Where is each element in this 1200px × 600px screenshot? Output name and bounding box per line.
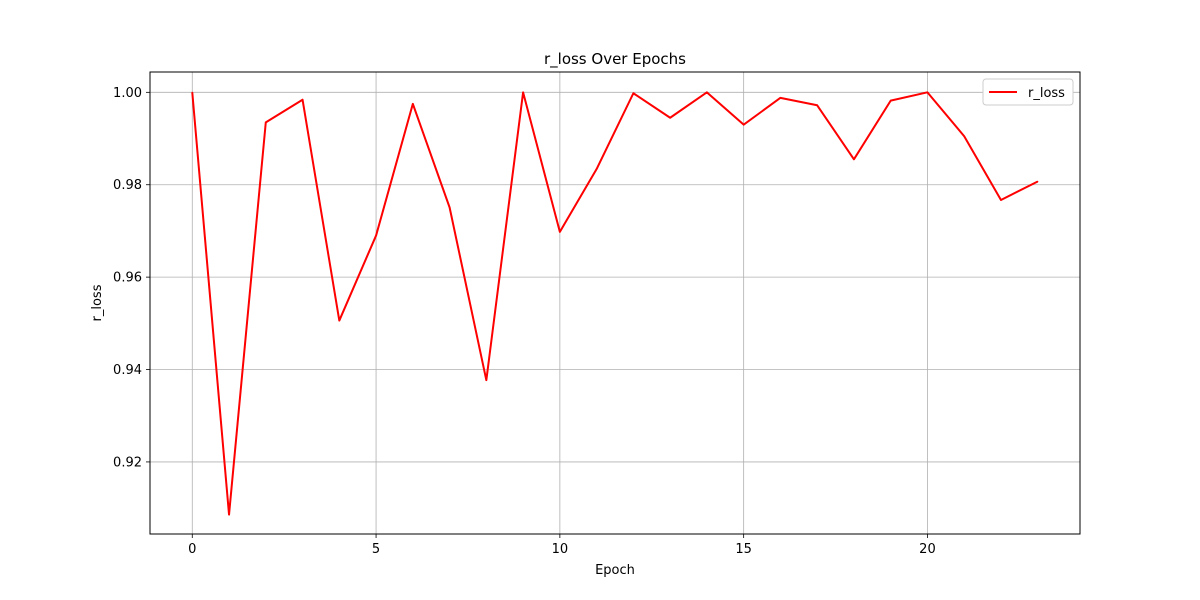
y-axis-label: r_loss [90, 284, 105, 321]
data-point [963, 135, 965, 137]
data-point [448, 206, 451, 208]
chart-title: r_loss Over Epochs [544, 50, 686, 69]
x-tick-label: 5 [372, 542, 380, 557]
series-layer [191, 91, 1039, 516]
data-point [485, 379, 487, 381]
data-point [706, 91, 708, 93]
x-tick-label: 20 [919, 542, 936, 557]
data-point [191, 91, 193, 93]
data-point [926, 91, 929, 93]
y-axis: 0.92 0.94 0.96 0.98 1.00 [113, 86, 150, 470]
legend-label-r-loss: r_loss [1028, 86, 1065, 101]
data-point [301, 99, 304, 101]
y-tick-label: 0.96 [113, 271, 142, 286]
data-point [1037, 180, 1039, 183]
data-point [412, 103, 414, 105]
plot-area [150, 72, 1080, 534]
x-tick-label: 0 [188, 542, 196, 557]
data-point [632, 92, 634, 94]
data-point [669, 117, 671, 119]
legend-box [982, 78, 1074, 106]
data-point [853, 158, 855, 160]
plot-frame [149, 71, 1081, 535]
x-axis-label: Epoch [595, 563, 635, 578]
y-tick-label: 1.00 [113, 86, 142, 101]
y-tick-label: 0.92 [113, 455, 142, 470]
y-tick-label: 0.94 [113, 363, 142, 378]
x-tick-label: 15 [735, 542, 752, 557]
x-tick-label: 10 [552, 542, 569, 557]
data-point [228, 514, 230, 516]
series-line-r-loss [191, 91, 1039, 516]
data-point [375, 234, 377, 237]
data-point [743, 124, 745, 126]
data-point [779, 97, 782, 99]
data-point [265, 121, 267, 123]
data-point [1000, 199, 1002, 201]
y-tick-label: 0.98 [113, 178, 142, 193]
data-point [816, 104, 818, 106]
data-point [559, 231, 561, 233]
legend: r_loss [982, 78, 1074, 106]
x-axis: 0 5 10 15 20 [188, 534, 936, 557]
data-point [522, 91, 524, 93]
data-point [596, 168, 598, 170]
data-point [338, 319, 340, 322]
data-point [890, 100, 892, 102]
